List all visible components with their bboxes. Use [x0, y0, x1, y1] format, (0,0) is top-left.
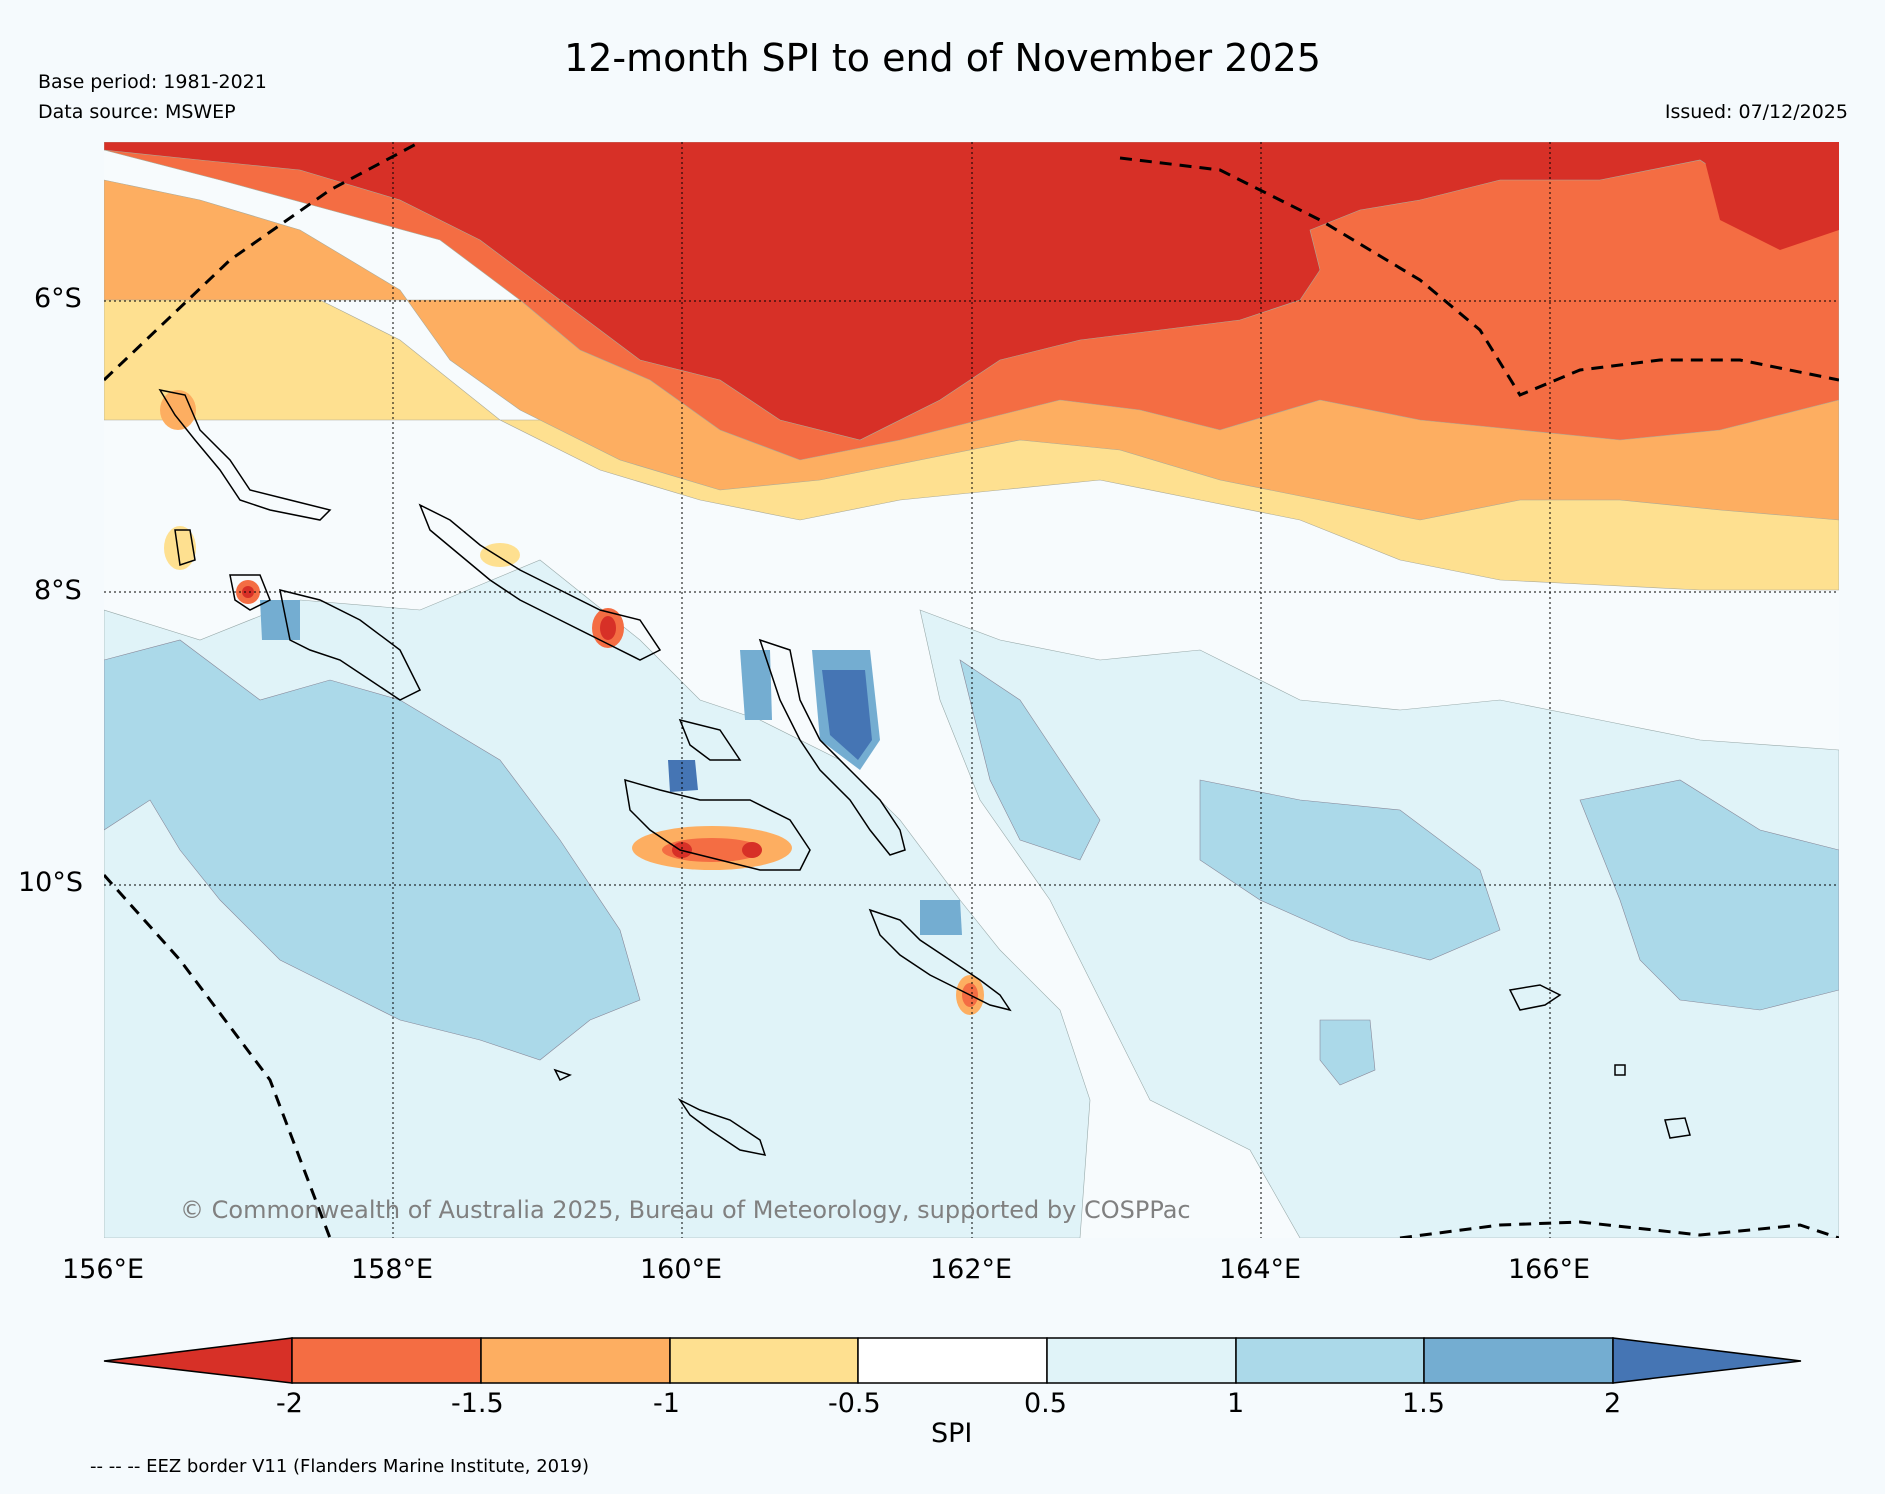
issued-date: Issued: 07/12/2025: [1664, 101, 1848, 123]
spi-band-blue-core-5: [920, 900, 962, 935]
lat-label-10s: 10°S: [18, 867, 83, 898]
colorbar-tick-0-5: 0.5: [1024, 1388, 1067, 1419]
spi-band-blue-core-6: [260, 600, 300, 640]
spi-band-blue-core-4: [668, 760, 698, 792]
lon-label-158e: 158°E: [351, 1254, 434, 1285]
colorbar-extend-low: [103, 1337, 293, 1384]
spi-band-blue-core-3: [740, 650, 772, 720]
lon-label-164e: 164°E: [1219, 1254, 1302, 1285]
spi-band-mid-blue-patch: [1319, 1019, 1376, 1086]
colorbar-tick-neg2: -2: [276, 1388, 303, 1419]
eez-border-nw: [104, 142, 421, 382]
spi-band-mid-blue-central: [959, 659, 1101, 861]
spi-band-red-east: [1700, 142, 1839, 250]
colorbar-label: SPI: [931, 1418, 973, 1449]
copyright-notice: © Commonwealth of Australia 2025, Bureau…: [180, 1196, 1191, 1224]
coast-santa-isabel: [758, 638, 906, 856]
colorbar-tick-1-5: 1.5: [1402, 1388, 1445, 1419]
colorbar-tick-neg0-5: -0.5: [828, 1388, 881, 1419]
lat-label-8s: 8°S: [34, 575, 82, 606]
coast-bougainville: [158, 388, 332, 521]
spi-spot-yellow-3: [480, 543, 520, 567]
gridlines: [104, 142, 1839, 1238]
coast-new-georgia: [279, 588, 422, 701]
colorbar-tick-neg1: -1: [653, 1388, 680, 1419]
lon-label-166e: 166°E: [1508, 1254, 1591, 1285]
map-title: 12-month SPI to end of November 2025: [564, 36, 1321, 80]
spi-band-blue-core-2: [822, 670, 872, 760]
coast-vanikoro: [1664, 1117, 1691, 1139]
coast-guadalcanal: [624, 778, 811, 871]
spi-spot-red-4-core: [242, 586, 254, 598]
coast-makira: [677, 1098, 767, 1156]
eez-borders: [104, 142, 1839, 1238]
spi-spot-red-3: [742, 842, 762, 858]
lon-label-160e: 160°E: [640, 1254, 723, 1285]
spi-band-mid-blue-east-2: [1579, 779, 1839, 1011]
colorbar-tick-neg1-5: -1.5: [451, 1388, 504, 1419]
colorbar: [103, 1337, 1802, 1384]
coast-choiseul: [418, 503, 662, 661]
eez-border-ne: [1119, 156, 1839, 397]
lat-label-6s: 6°S: [34, 283, 82, 314]
colorbar-tick-2: 2: [1604, 1388, 1622, 1419]
coast-malaita: [868, 908, 1012, 1012]
coast-vella: [229, 574, 271, 611]
colorbar-segment-6: [1235, 1337, 1425, 1384]
coastlines: [158, 388, 1691, 1156]
coast-utupua: [1614, 1064, 1626, 1076]
colorbar-segment-1: [291, 1337, 482, 1384]
lon-label-156e: 156°E: [62, 1254, 145, 1285]
colorbar-segment-2: [480, 1337, 671, 1384]
colorbar-extend-high: [1612, 1337, 1802, 1384]
spi-band-mid-blue-west: [104, 639, 641, 1061]
colorbar-segment-5: [1046, 1337, 1237, 1384]
coast-rennell: [553, 1068, 572, 1082]
data-source: Data source: MSWEP: [38, 101, 236, 123]
coast-florida: [678, 718, 742, 761]
colorbar-segment-4: [857, 1337, 1048, 1384]
spi-band-mid-blue-east-1: [1199, 779, 1501, 961]
eez-border-sw: [104, 874, 332, 1238]
lon-label-162e: 162°E: [930, 1254, 1013, 1285]
coast-santa-cruz: [1508, 984, 1562, 1011]
colorbar-segment-3: [669, 1337, 859, 1384]
spi-band-red: [104, 142, 1839, 441]
spi-spot-red-1-core: [600, 616, 616, 640]
spi-spot-yellow-2: [160, 390, 196, 430]
base-period: Base period: 1981-2021: [38, 71, 267, 93]
eez-border-se: [1399, 1220, 1839, 1238]
coast-shortland: [174, 529, 196, 566]
colorbar-tick-1: 1: [1227, 1388, 1245, 1419]
eez-legend-note: -- -- -- EEZ border V11 (Flanders Marine…: [90, 1456, 590, 1477]
colorbar-segment-7: [1423, 1337, 1614, 1384]
spi-spot-yellow-1: [164, 526, 196, 570]
